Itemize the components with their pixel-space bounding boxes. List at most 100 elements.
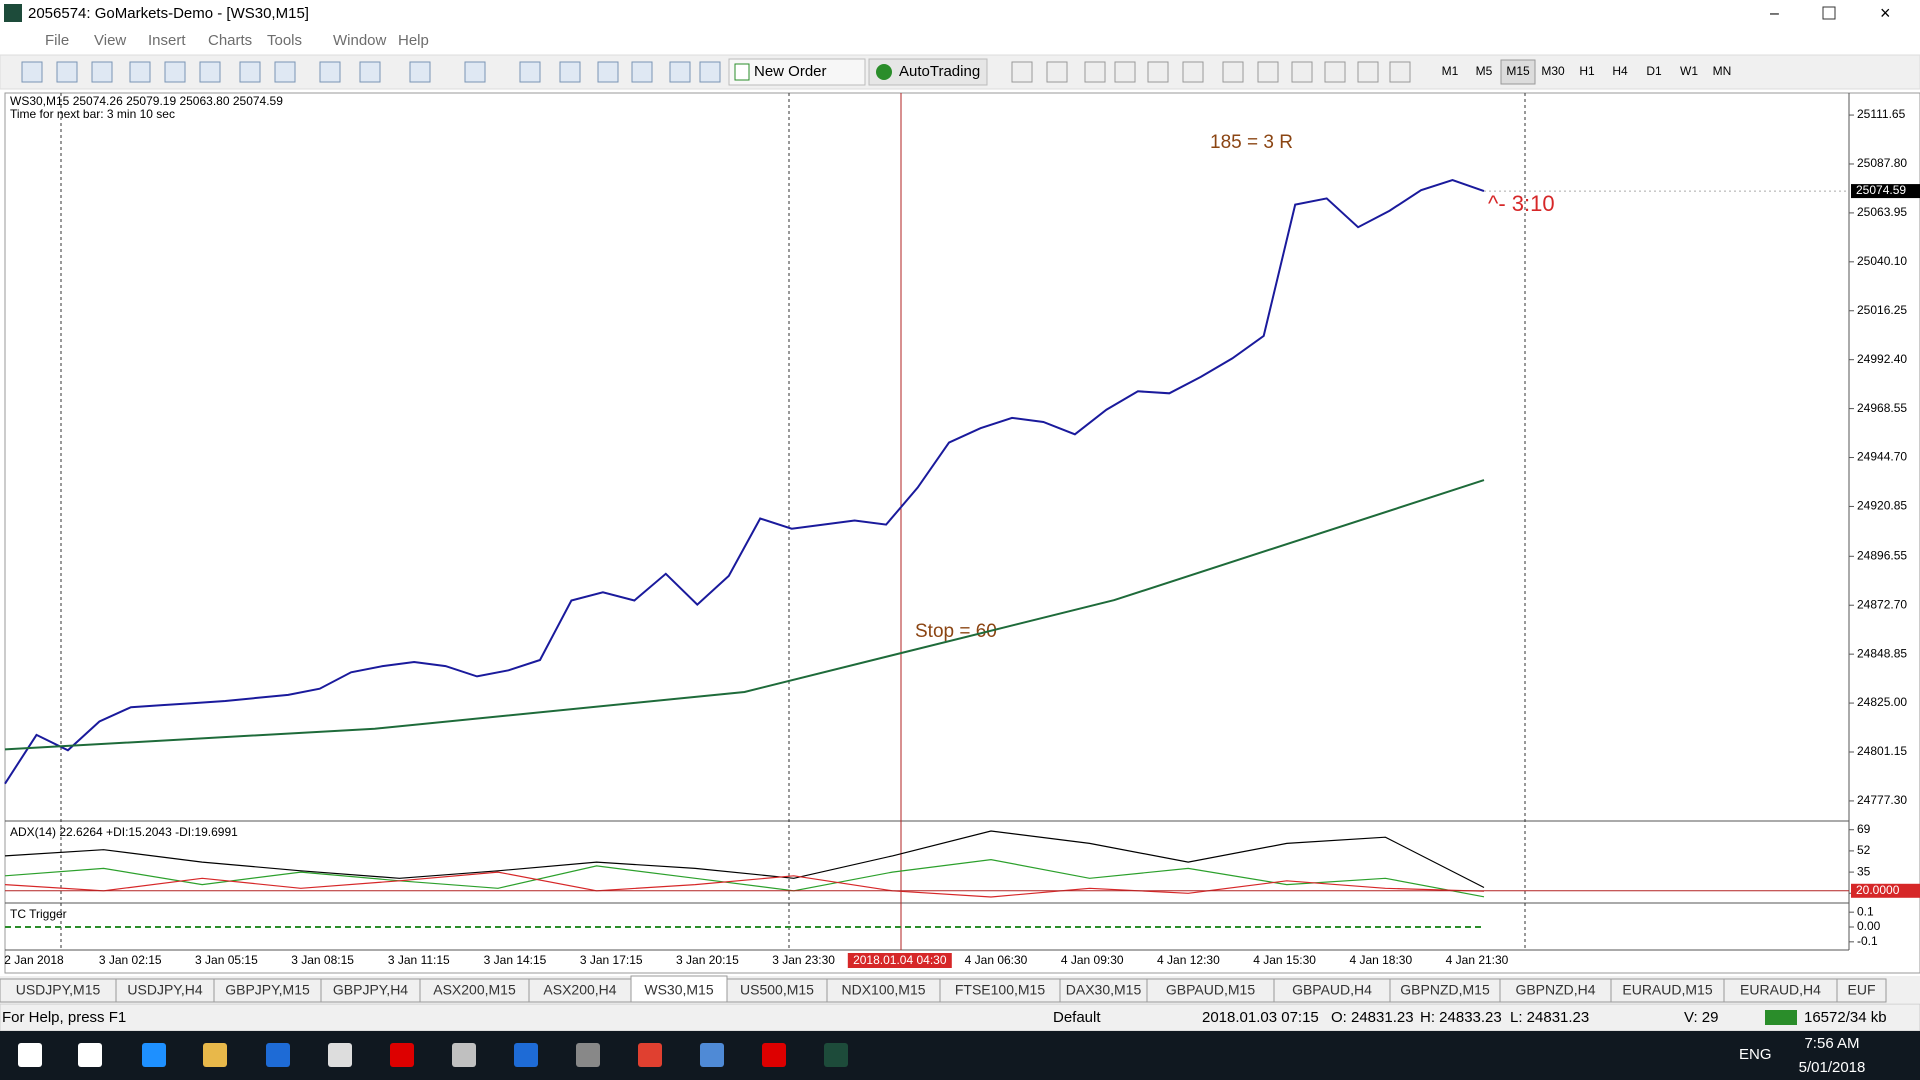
- status-high: H: 24833.23: [1420, 1009, 1502, 1026]
- drawing-tool[interactable]: [1046, 61, 1068, 83]
- x-tick-label: 3 Jan 11:15: [388, 953, 450, 967]
- drawing-tool[interactable]: [1084, 61, 1106, 83]
- chart-tab-label: EURAUD,M15: [1622, 982, 1712, 998]
- toolbar-icon[interactable]: [91, 61, 113, 83]
- new-order-icon: [734, 63, 750, 81]
- current-price-box: [1851, 184, 1920, 199]
- taskbar-language[interactable]: ENG: [1739, 1046, 1772, 1063]
- chart-tab[interactable]: [1836, 978, 1887, 1003]
- drawing-tool[interactable]: [1257, 61, 1279, 83]
- x-tick-label: 3 Jan 20:15: [676, 953, 739, 967]
- taskbar-icon[interactable]: [638, 1043, 662, 1067]
- taskbar-icon[interactable]: [266, 1043, 290, 1067]
- toolbar-icon[interactable]: [669, 61, 691, 83]
- y-tick-label: 25016.25: [1857, 303, 1907, 317]
- y-tick-label: 24896.55: [1857, 548, 1907, 562]
- drawing-tool[interactable]: [1182, 61, 1204, 83]
- drawing-tool[interactable]: [1011, 61, 1033, 83]
- y-tick-label: 25111.65: [1857, 107, 1906, 121]
- taskbar-icon[interactable]: [514, 1043, 538, 1067]
- restore[interactable]: [1822, 6, 1836, 20]
- toolbar-icon[interactable]: [164, 61, 186, 83]
- taskbar-icon[interactable]: [700, 1043, 724, 1067]
- taskbar: [0, 1031, 1920, 1080]
- toolbar-icon[interactable]: [239, 61, 261, 83]
- timeframe-button[interactable]: M30: [1541, 64, 1565, 78]
- toolbar-icon[interactable]: [274, 61, 296, 83]
- chart-tab-label: WS30,M15: [644, 982, 713, 998]
- next-bar-timer: Time for next bar: 3 min 10 sec: [10, 107, 175, 121]
- menu-item[interactable]: Insert: [148, 32, 186, 49]
- taskbar-date[interactable]: 5/01/2018: [1799, 1059, 1866, 1076]
- timeframe-button[interactable]: MN: [1713, 64, 1732, 78]
- app-icon: [4, 4, 22, 22]
- menu-item[interactable]: Tools: [267, 32, 302, 49]
- taskbar-icon[interactable]: [18, 1043, 42, 1067]
- menu-item[interactable]: Charts: [208, 32, 252, 49]
- x-tick-label: 4 Jan 21:30: [1446, 953, 1509, 967]
- toolbar-icon[interactable]: [699, 61, 721, 83]
- drawing-tool[interactable]: [1324, 61, 1346, 83]
- timeframe-button[interactable]: W1: [1680, 64, 1698, 78]
- timeframe-button[interactable]: M15: [1506, 64, 1530, 78]
- toolbar-icon[interactable]: [56, 61, 78, 83]
- taskbar-icon[interactable]: [762, 1043, 786, 1067]
- y-tick-label: 24777.30: [1857, 793, 1907, 807]
- taskbar-icon[interactable]: [142, 1043, 166, 1067]
- crosshair-time-box: [847, 953, 952, 968]
- taskbar-icon[interactable]: [78, 1043, 102, 1067]
- toolbar-icon[interactable]: [409, 61, 431, 83]
- traffic-icon: [1765, 1010, 1797, 1025]
- drawing-tool[interactable]: [1222, 61, 1244, 83]
- toolbar-icon[interactable]: [21, 61, 43, 83]
- chart-tab[interactable]: [630, 975, 728, 1003]
- taskbar-icon[interactable]: [452, 1043, 476, 1067]
- taskbar-time[interactable]: 7:56 AM: [1804, 1035, 1859, 1052]
- taskbar-icon[interactable]: [328, 1043, 352, 1067]
- menu-item[interactable]: View: [94, 32, 126, 49]
- taskbar-icon[interactable]: [824, 1043, 848, 1067]
- menu-item[interactable]: Window: [333, 32, 387, 49]
- toolbar-icon[interactable]: [631, 61, 653, 83]
- chart-tab-label: GBPAUD,M15: [1166, 982, 1255, 998]
- annotation: 185 = 3 R: [1210, 132, 1293, 153]
- x-tick-label: 4 Jan 15:30: [1253, 953, 1316, 967]
- close[interactable]: ×: [1880, 3, 1891, 23]
- toolbar-icon[interactable]: [129, 61, 151, 83]
- y-tick-label: 25063.95: [1857, 205, 1907, 219]
- toolbar-icon[interactable]: [319, 61, 341, 83]
- y-tick-label: 24825.00: [1857, 695, 1907, 709]
- autotrading-icon: [876, 64, 892, 80]
- y-tick-label: 24801.15: [1857, 744, 1907, 758]
- menu-item[interactable]: File: [45, 32, 69, 49]
- timeframe-button[interactable]: D1: [1646, 64, 1662, 78]
- timeframe-button[interactable]: M1: [1442, 64, 1459, 78]
- toolbar-icon[interactable]: [559, 61, 581, 83]
- minimize[interactable]: –: [1770, 5, 1779, 22]
- series-line: [4, 858, 1485, 898]
- chart-tab-label: USDJPY,H4: [127, 982, 202, 998]
- drawing-tool[interactable]: [1357, 61, 1379, 83]
- timeframe-button[interactable]: M5: [1476, 64, 1493, 78]
- x-tick-label: 3 Jan 05:15: [195, 953, 258, 967]
- toolbar-icon[interactable]: [199, 61, 221, 83]
- drawing-tool[interactable]: [1389, 61, 1411, 83]
- menu-item[interactable]: Help: [398, 32, 429, 49]
- toolbar-icon[interactable]: [359, 61, 381, 83]
- new-order-button[interactable]: [728, 58, 866, 86]
- taskbar-icon[interactable]: [203, 1043, 227, 1067]
- drawing-tool[interactable]: [1114, 61, 1136, 83]
- indicator-title: ADX(14) 22.6264 +DI:15.2043 -DI:19.6991: [10, 825, 238, 839]
- drawing-tool[interactable]: [1291, 61, 1313, 83]
- drawing-tool[interactable]: [1147, 61, 1169, 83]
- taskbar-icon[interactable]: [576, 1043, 600, 1067]
- toolbar-icon[interactable]: [597, 61, 619, 83]
- taskbar-icon[interactable]: [390, 1043, 414, 1067]
- timeframe-button[interactable]: H1: [1579, 64, 1595, 78]
- status-time: 2018.01.03 07:15: [1202, 1009, 1319, 1026]
- toolbar-icon[interactable]: [464, 61, 486, 83]
- y-tick-label: 35: [1857, 864, 1871, 878]
- toolbar-icon[interactable]: [519, 61, 541, 83]
- chart-tab-label: EURAUD,H4: [1740, 982, 1821, 998]
- timeframe-button[interactable]: H4: [1612, 64, 1628, 78]
